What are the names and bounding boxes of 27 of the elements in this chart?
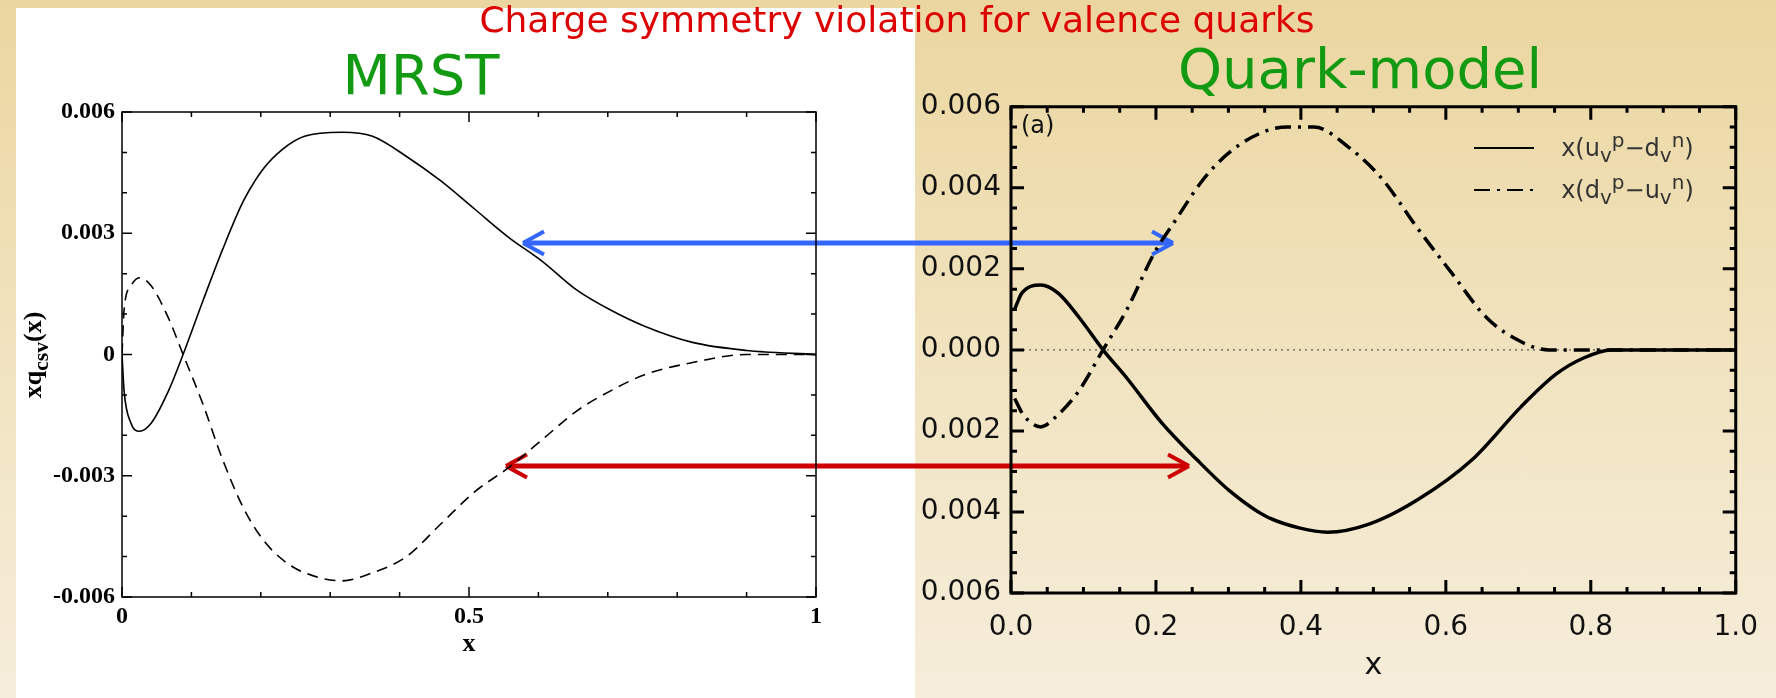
- y-tick-label: -0.006: [53, 582, 115, 609]
- text: Charge symmetry violation for valence quarks: [479, 0, 1315, 40]
- y-tick-label: 0.004: [920, 169, 1001, 203]
- y-tick-label: 0.006: [61, 97, 115, 124]
- x-tick-label: 0.8: [1568, 609, 1614, 643]
- y-tick-label: 0.000: [920, 331, 1001, 365]
- legend-label: x(u$_{v}$$^{p}$−d$_{v}$$^{n}$): [1561, 127, 1694, 167]
- legend-label: x(d$_{v}$$^{p}$−u$_{v}$$^{n}$): [1561, 169, 1694, 209]
- y-tick-label: 0.004: [920, 493, 1001, 527]
- annotation: (a): [1021, 111, 1055, 140]
- x-tick-label: 0.0: [988, 609, 1034, 643]
- chart-subtitle: MRST: [342, 42, 500, 107]
- x-tick-label: 0.6: [1423, 609, 1469, 643]
- y-tick-label: 0.003: [61, 218, 115, 245]
- x-tick-label: 1: [810, 601, 822, 628]
- y-tick-label: -0.003: [53, 460, 115, 487]
- y-tick-label: 0.006: [920, 88, 1001, 122]
- y-tick-label: 0: [103, 339, 115, 366]
- y-tick-label: 0.002: [920, 250, 1001, 284]
- x-tick-label: 1.0: [1713, 609, 1758, 643]
- x-tick-label: 0.5: [454, 601, 484, 628]
- y-tick-label: 0.006: [920, 574, 1001, 608]
- y-tick-label: 0.002: [920, 412, 1001, 446]
- x-tick-label: 0.2: [1133, 609, 1179, 643]
- x-axis-title: x: [462, 628, 476, 658]
- x-tick-label: 0.4: [1278, 609, 1324, 643]
- x-axis-title: x: [1364, 645, 1383, 681]
